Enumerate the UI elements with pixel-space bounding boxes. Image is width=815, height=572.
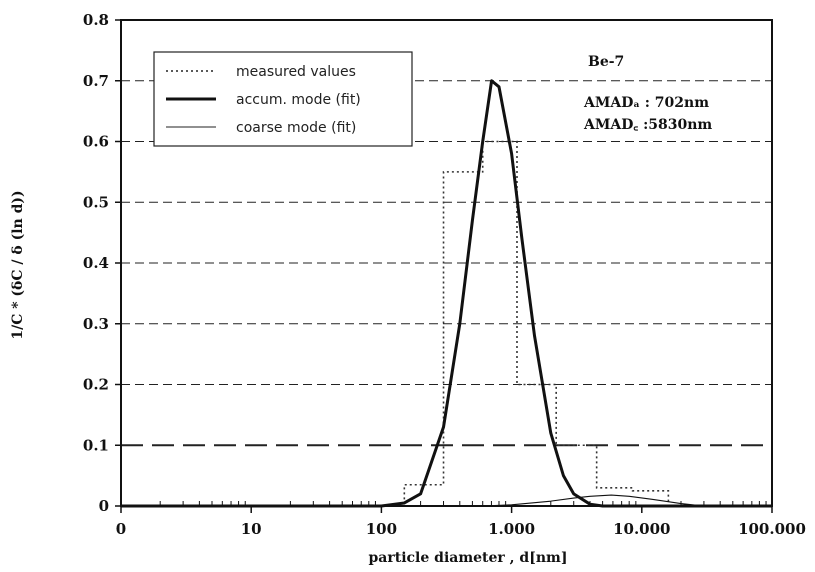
y-tick-label: 0.4: [83, 254, 109, 272]
amad-coarse-label: AMAD꜀ :5830nm: [583, 117, 712, 133]
x-axis-ticks: 0 10 100 1.000 10.000 100.000: [116, 501, 806, 538]
y-axis-title: 1/C * (δC / δ (ln d)): [10, 190, 26, 339]
series-measured-values: [121, 140, 772, 507]
x-tick-label: 100: [366, 520, 397, 538]
x-tick-label: 0: [116, 520, 126, 538]
y-tick-label: 0.8: [83, 11, 109, 29]
annotations: Be-7 AMADₐ : 702nm AMAD꜀ :5830nm: [583, 54, 712, 133]
legend: measured values accum. mode (fit) coarse…: [153, 51, 413, 147]
y-tick-label: 0.1: [83, 436, 109, 454]
gridlines: [121, 80, 772, 447]
series-layer: [121, 79, 772, 508]
x-tick-label: 1.000: [488, 520, 535, 538]
x-tick-label: 10.000: [613, 520, 670, 538]
legend-label-coarse: coarse mode (fit): [236, 120, 356, 136]
y-axis-ticks: 0 0.1 0.2 0.3 0.4 0.5 0.6 0.7 0.8: [83, 11, 121, 515]
y-tick-label: 0: [99, 497, 109, 515]
amad-accum-label: AMADₐ : 702nm: [583, 95, 709, 111]
y-tick-label: 0.7: [83, 72, 109, 90]
y-tick-label: 0.3: [83, 315, 109, 333]
y-tick-label: 0.5: [83, 193, 109, 211]
y-tick-label: 0.2: [83, 376, 109, 394]
legend-label-accum: accum. mode (fit): [236, 92, 361, 108]
x-tick-label: 10: [241, 520, 262, 538]
series-accum-mode-fit: [121, 79, 772, 508]
series-coarse-mode-fit: [121, 494, 772, 507]
x-axis-title: particle diameter , d[nm]: [369, 550, 568, 566]
legend-label-measured: measured values: [236, 64, 356, 80]
nuclide-label: Be-7: [588, 54, 624, 70]
x-tick-label: 100.000: [738, 520, 806, 538]
y-tick-label: 0.6: [83, 133, 109, 151]
